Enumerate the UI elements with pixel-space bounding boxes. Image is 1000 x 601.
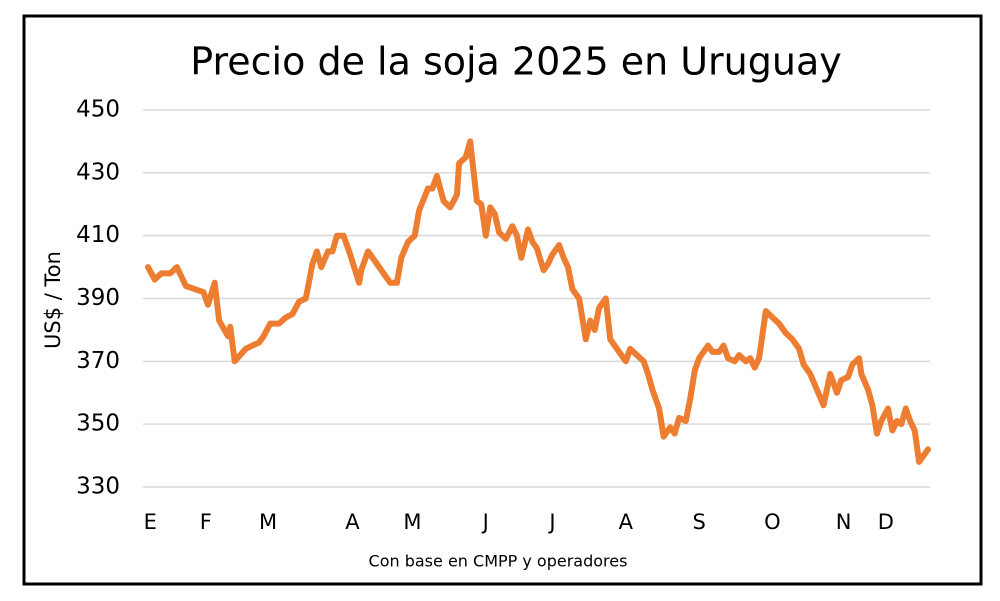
x-tick-label: O [764,510,781,534]
y-tick-label: 350 [76,411,120,437]
price-line [145,138,931,465]
y-axis-label: US$ / Ton [41,251,65,349]
x-tick-label: M [259,510,277,534]
y-tick-label: 430 [76,159,120,185]
x-tick-label: F [200,510,212,534]
y-tick-label: 410 [76,222,120,248]
x-tick-label: M [403,510,421,534]
x-tick-label: N [836,510,852,534]
x-axis-label: Con base en CMPP y operadores [369,552,628,571]
x-tick-label: J [547,510,555,534]
y-tick-label: 390 [76,285,120,311]
x-tick-label: E [144,510,157,534]
y-tick-label: 330 [76,474,120,500]
y-tick-label: 450 [76,97,120,123]
x-tick-label: D [878,510,894,534]
chart-title: Precio de la soja 2025 en Uruguay [190,40,842,84]
x-tick-label: S [692,510,705,534]
x-tick-label: J [481,510,489,534]
chart-frame [22,14,983,586]
y-tick-label: 370 [76,348,120,374]
x-tick-label: A [619,510,634,534]
x-tick-label: A [345,510,360,534]
